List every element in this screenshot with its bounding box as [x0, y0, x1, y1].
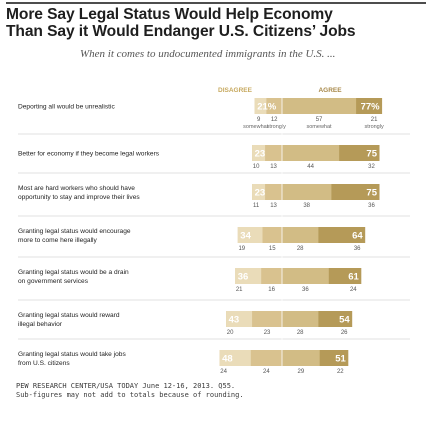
agree-somewhat-segment: [282, 311, 319, 327]
disagree-somewhat-segment: [226, 311, 253, 327]
category-label: more to come here illegally: [18, 237, 97, 244]
legend-disagree: DISAGREE: [218, 87, 253, 94]
agree-somewhat-value: 28: [297, 330, 304, 336]
disagree-value-label: 34: [240, 231, 251, 242]
agree-strongly-word: strongly: [364, 124, 384, 130]
agree-somewhat-value: 38: [303, 203, 310, 209]
agree-strongly-value: 36: [368, 203, 375, 209]
disagree-somewhat-segment: [237, 227, 263, 243]
disagree-somewhat-value: 9: [257, 117, 261, 123]
disagree-somewhat-value: 20: [227, 330, 234, 336]
disagree-strongly-value: 15: [269, 246, 276, 252]
category-label: on government services: [18, 278, 89, 285]
agree-somewhat-value: 57: [316, 117, 323, 123]
agree-strongly-value: 32: [368, 164, 375, 170]
agree-somewhat-segment: [282, 268, 329, 284]
disagree-somewhat-segment: [219, 350, 251, 366]
agree-somewhat-segment: [282, 227, 319, 243]
agree-somewhat-value: 28: [297, 246, 304, 252]
category-label: opportunity to stay and improve their li…: [18, 194, 140, 201]
disagree-somewhat-value: 24: [220, 369, 227, 375]
category-label: from U.S. citizens: [18, 360, 70, 367]
chart-subtitle: When it comes to undocumented immigrants…: [80, 48, 336, 60]
disagree-somewhat-value: 10: [253, 164, 260, 170]
category-label: Better for economy if they become legal …: [18, 151, 160, 158]
title-line-1: More Say Legal Status Would Help Economy: [6, 6, 333, 23]
category-label: Most are hard workers who should have: [18, 185, 135, 192]
agree-value-label: 51: [335, 354, 346, 365]
disagree-value-label: 48: [222, 354, 233, 365]
agree-value-label: 61: [348, 272, 359, 283]
category-label: Deporting all would be unrealistic: [18, 104, 115, 111]
agree-value-label: 54: [339, 315, 350, 326]
category-label: Granting legal status would encourage: [18, 228, 131, 235]
disagree-somewhat-segment: [252, 145, 266, 161]
agree-value-label: 77%: [361, 102, 381, 113]
agree-strongly-value: 36: [354, 246, 361, 252]
disagree-somewhat-word: somewhat: [243, 124, 269, 130]
chart-footer: PEW RESEARCH CENTER/USA TODAY June 12-16…: [16, 382, 244, 400]
disagree-somewhat-segment: [252, 184, 266, 200]
disagree-strongly-value: 12: [271, 117, 278, 123]
category-label: Granting legal status would be a drain: [18, 269, 129, 276]
disagree-strongly-value: 13: [270, 164, 277, 170]
agree-somewhat-value: 44: [307, 164, 314, 170]
agree-somewhat-value: 29: [298, 369, 305, 375]
category-label: illegal behavior: [18, 321, 63, 328]
disagree-value-label: 43: [229, 315, 240, 326]
agree-somewhat-value: 36: [302, 287, 309, 293]
legend-agree: AGREE: [318, 87, 342, 94]
disagree-somewhat-value: 21: [236, 287, 243, 293]
disagree-strongly-value: 13: [270, 203, 277, 209]
category-label: Granting legal status would reward: [18, 312, 120, 319]
agree-strongly-value: 21: [371, 117, 378, 123]
title-rule: [6, 2, 426, 4]
chart-title: More Say Legal Status Would Help Economy…: [6, 6, 430, 40]
disagree-value-label: 21%: [257, 102, 277, 113]
agree-somewhat-segment: [282, 145, 340, 161]
disagree-value-label: 36: [238, 272, 249, 283]
disagree-strongly-value: 24: [263, 369, 270, 375]
agree-somewhat-word: somewhat: [307, 124, 333, 130]
disagree-strongly-word: strongly: [267, 124, 287, 130]
disagree-strongly-value: 16: [268, 287, 275, 293]
agree-strongly-value: 26: [341, 330, 348, 336]
agree-somewhat-segment: [282, 98, 357, 114]
agree-value-label: 75: [366, 149, 377, 160]
disagree-somewhat-value: 19: [238, 246, 245, 252]
category-label: Granting legal status would take jobs: [18, 351, 126, 358]
agree-strongly-value: 22: [337, 369, 344, 375]
disagree-value-label: 23: [255, 149, 266, 160]
agree-value-label: 64: [352, 231, 363, 242]
source-note: PEW RESEARCH CENTER/USA TODAY June 12-16…: [16, 382, 236, 390]
rounding-note: Sub-figures may not add to totals becaus…: [16, 391, 244, 399]
disagree-somewhat-segment: [235, 268, 262, 284]
disagree-strongly-value: 23: [264, 330, 271, 336]
agree-strongly-value: 24: [350, 287, 357, 293]
title-line-2: Than Say it Would Endanger U.S. Citizens…: [6, 23, 356, 40]
agree-value-label: 75: [366, 188, 377, 199]
disagree-somewhat-segment: [254, 98, 267, 114]
agree-somewhat-segment: [282, 350, 320, 366]
agree-somewhat-segment: [282, 184, 332, 200]
disagree-somewhat-value: 11: [253, 203, 260, 209]
disagree-value-label: 23: [255, 188, 266, 199]
